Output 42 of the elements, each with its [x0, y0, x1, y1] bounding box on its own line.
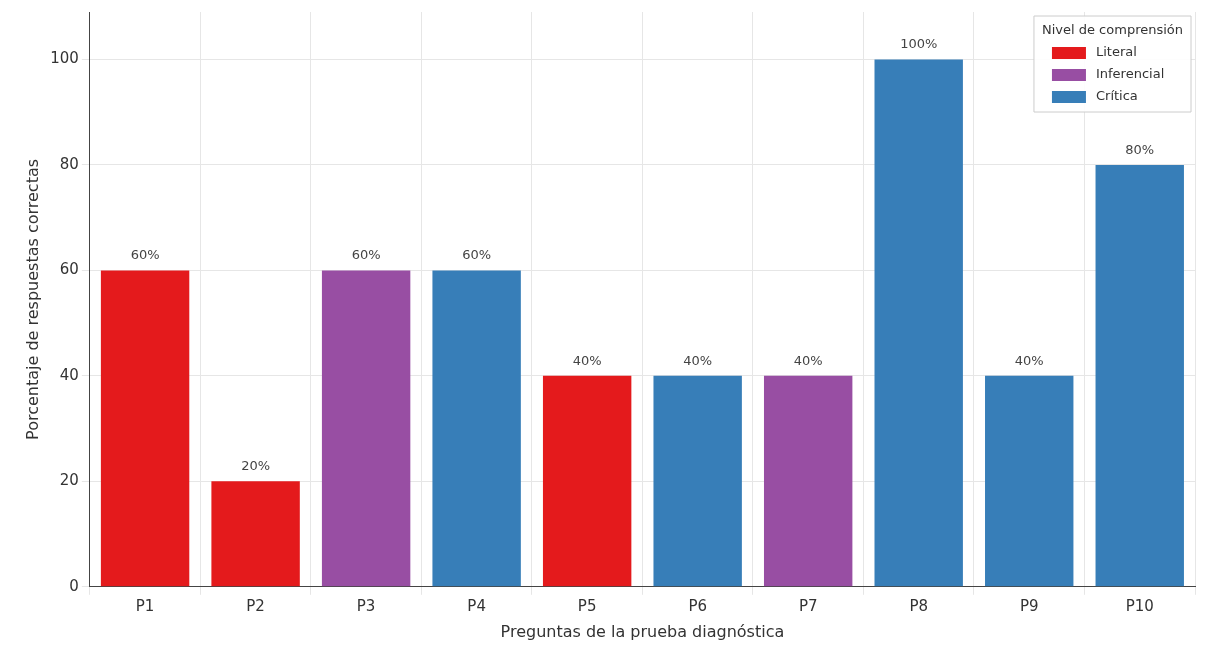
bar — [653, 375, 742, 587]
legend-label: Literal — [1095, 44, 1137, 60]
y-tick-label: 0 — [69, 576, 79, 595]
x-axis-title: Preguntas de la prueba diagnóstica — [500, 621, 785, 641]
data-label: 60% — [130, 247, 160, 263]
x-tick-label: P9 — [1019, 596, 1039, 615]
data-label: 60% — [351, 247, 381, 263]
data-label: 80% — [1125, 141, 1155, 157]
legend-title: Nivel de comprensión — [1041, 22, 1183, 38]
x-tick-label: P1 — [135, 596, 155, 615]
x-tick-label: P6 — [688, 596, 707, 615]
bar — [763, 375, 853, 587]
x-tick-label: P3 — [356, 596, 376, 615]
y-tick-label: 20 — [59, 471, 79, 490]
bar — [321, 270, 411, 587]
bar — [1095, 164, 1184, 587]
y-tick-label: 80 — [59, 154, 79, 173]
legend-label: Crítica — [1095, 88, 1138, 104]
x-tick-label: P4 — [467, 596, 486, 615]
x-tick-label: P5 — [577, 596, 597, 615]
bar — [542, 375, 632, 587]
data-label: 40% — [1014, 352, 1044, 368]
bar — [211, 481, 300, 587]
y-tick-label: 100 — [50, 49, 79, 68]
legend-label: Inferencial — [1095, 66, 1165, 82]
x-tick-label: P8 — [909, 596, 928, 615]
bar — [432, 270, 521, 587]
data-label: 60% — [462, 247, 492, 263]
data-label: 20% — [241, 458, 271, 474]
data-label: 40% — [683, 352, 713, 368]
data-label: 40% — [572, 352, 602, 368]
bar — [985, 375, 1074, 587]
data-label: 100% — [900, 36, 938, 52]
y-tick-label: 40 — [59, 365, 79, 384]
data-label: 40% — [793, 352, 823, 368]
y-axis-title: Porcentaje de respuestas correctas — [22, 158, 42, 440]
bar — [874, 59, 963, 587]
x-tick-label: P2 — [246, 596, 265, 615]
y-tick-label: 60 — [59, 260, 79, 279]
bar — [100, 270, 190, 587]
x-tick-label: P7 — [798, 596, 818, 615]
x-tick-label: P10 — [1125, 596, 1154, 615]
